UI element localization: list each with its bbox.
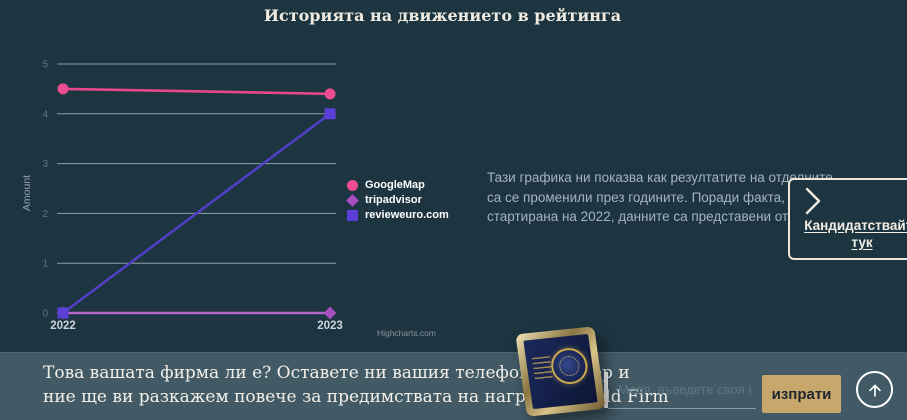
input-left-accent [604, 372, 608, 408]
chart-legend: GoogleMap tripadvisor revieweuro.com [346, 179, 449, 224]
legend-marker-icon [347, 179, 358, 191]
bottom-bar-line2: ние ще ви разкажем повече за предимстват… [43, 387, 669, 407]
phone-input-group [604, 371, 756, 410]
award-plaque-face [523, 333, 598, 410]
legend-label: tripadvisor [365, 194, 422, 206]
award-plaque-image [515, 326, 606, 417]
rating-history-chart: 0 1 2 3 4 5 2022 2023 Amount Highcharts.com [0, 45, 460, 345]
send-button[interactable]: изпрати [762, 375, 841, 413]
legend-label: revieweuro.com [365, 209, 449, 221]
apply-link[interactable]: Кандидатствайте тук [804, 218, 907, 250]
legend-marker-icon [346, 193, 359, 207]
svg-text:1: 1 [42, 259, 48, 270]
chart-description: Тази графика ни показва как резултатите … [487, 168, 907, 227]
legend-label: GoogleMap [365, 179, 425, 191]
svg-text:2: 2 [42, 209, 48, 220]
bottom-bar-line1: Това вашата фирма ли е? Оставете ни ваши… [43, 363, 630, 383]
highcharts-credit[interactable]: Highcharts.com [377, 328, 436, 338]
description-line: стартирана на 2022, данните са представе… [487, 209, 869, 224]
award-rosette [548, 346, 590, 386]
svg-text:4: 4 [42, 109, 48, 120]
chevron-right-icon [805, 187, 821, 215]
legend-item-revieweuro-com[interactable]: revieweuro.com [347, 209, 449, 221]
svg-text:5: 5 [42, 60, 48, 71]
svg-text:Amount: Amount [21, 175, 33, 211]
description-line: Тази графика ни показва как резултатите … [487, 170, 833, 185]
apply-card[interactable]: Кандидатствайте тук [788, 178, 907, 260]
svg-text:3: 3 [42, 159, 48, 170]
scroll-top-button[interactable] [856, 371, 893, 408]
page-title: Историята на движението в рейтинга [263, 6, 622, 25]
legend-item-tripadvisor[interactable]: tripadvisor [346, 193, 449, 207]
svg-text:0: 0 [42, 309, 48, 320]
arrow-up-icon [868, 384, 881, 397]
chart-canvas: 0 1 2 3 4 5 2022 2023 Amount Highcharts.com [21, 60, 436, 339]
description-line: са се променили през годините. Поради фа… [487, 189, 880, 205]
bottom-bar-text: Това вашата фирма ли е? Оставете ни ваши… [43, 361, 668, 409]
svg-text:2022: 2022 [50, 320, 76, 332]
legend-item-googlemap[interactable]: GoogleMap [347, 179, 449, 191]
legend-marker-icon [347, 209, 358, 221]
award-engraving [531, 356, 553, 380]
phone-input[interactable] [608, 371, 756, 409]
svg-text:2023: 2023 [317, 320, 343, 332]
